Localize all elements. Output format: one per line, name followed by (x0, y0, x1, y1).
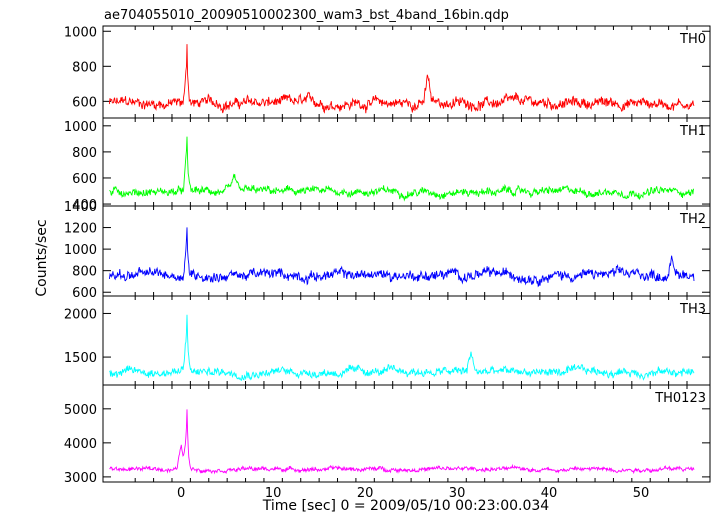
y-tick-label: 600 (72, 172, 97, 187)
y-tick-label: 600 (72, 95, 97, 110)
y-tick-label: 2000 (64, 307, 97, 322)
x-tick-labels: 0 10 20 30 40 50 (177, 486, 649, 501)
panel-th1: 400 600 800 1000 TH1 (64, 117, 711, 213)
panel-frame (102, 384, 711, 483)
panel-th2: 600 800 1000 1200 1400 TH2 (64, 200, 711, 301)
series-line-th1 (109, 136, 694, 202)
panels-group: 600 800 1000 TH0 400 600 800 1000 TH1 600 800 1000 1… (64, 25, 711, 486)
series-line-th0123 (109, 409, 695, 475)
y-tick-label: 1400 (64, 200, 97, 215)
y-tick-label: 600 (72, 286, 97, 301)
x-tick-label: 0 (177, 486, 185, 501)
panel-th0123: 3000 4000 5000 TH0123 (64, 384, 711, 486)
y-axis-label: Counts/sec (34, 219, 50, 296)
x-tick-label: 40 (541, 486, 558, 501)
panel-th0: 600 800 1000 TH0 (64, 25, 711, 119)
x-tick-label: 30 (449, 486, 466, 501)
y-tick-label: 800 (72, 265, 97, 280)
x-tick-label: 50 (633, 486, 650, 501)
panel-label: TH0123 (654, 391, 706, 406)
panel-label: TH2 (679, 212, 706, 227)
series-line-th3 (109, 314, 695, 381)
y-tick-label: 1200 (64, 222, 97, 237)
x-tick-label: 10 (265, 486, 282, 501)
x-tick-label: 20 (357, 486, 374, 501)
y-tick-label: 3000 (64, 471, 97, 486)
y-tick-label: 800 (72, 60, 97, 75)
panel-label: TH3 (679, 302, 706, 317)
series-line-th0 (108, 44, 695, 114)
panel-frame (102, 205, 711, 297)
y-tick-label: 1500 (64, 351, 97, 366)
chart-title: ae704055010_20090510002300_wam3_bst_4ban… (104, 8, 509, 23)
y-tick-label: 1000 (64, 25, 97, 40)
panel-label: TH1 (679, 124, 706, 139)
panel-th3: 1500 2000 TH3 (64, 295, 711, 386)
y-tick-label: 1000 (64, 243, 97, 258)
y-tick-label: 800 (72, 146, 97, 161)
series-line-th2 (108, 227, 695, 288)
panel-label: TH0 (679, 32, 706, 47)
y-tick-label: 1000 (64, 120, 97, 135)
y-tick-label: 5000 (64, 403, 97, 418)
x-axis-label: Time [sec] 0 = 2009/05/10 00:23:00.034 (262, 498, 550, 514)
y-tick-label: 400 (72, 198, 97, 213)
y-tick-label: 4000 (64, 437, 97, 452)
